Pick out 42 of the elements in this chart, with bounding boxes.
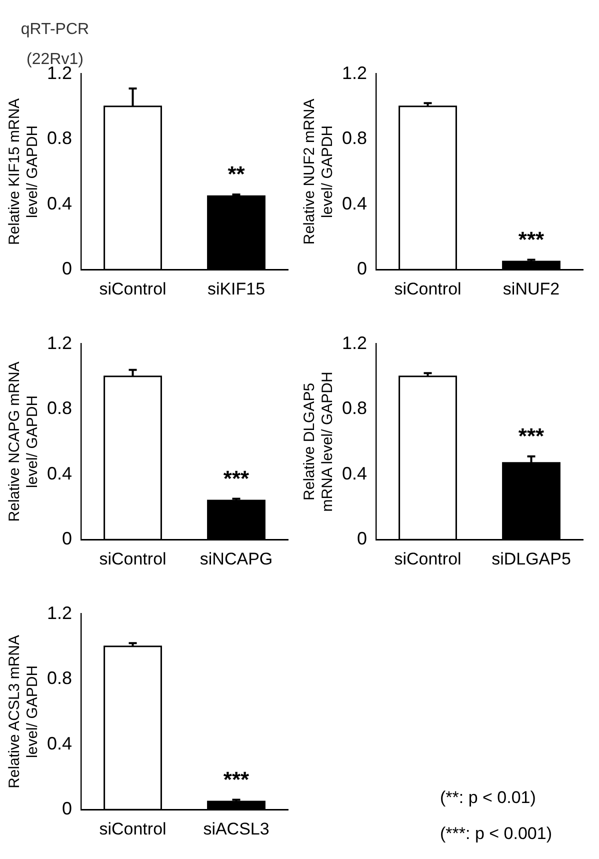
y-tick-label: 1.2 [46,602,72,623]
annotation: ** [228,162,246,187]
y-tick-label: 0.8 [46,128,72,148]
y-axis-title: Relative NUF2 mRNA level/ GAPDH [301,98,336,245]
text: (**: p < 0.01) [440,787,537,809]
y-axis-title: Relative DLGAP5 mRNA level/ GAPDH [301,372,336,512]
text: (***: p < 0.001) [440,823,552,845]
x-tick-label: siControl [394,549,462,568]
y-tick-label: 0 [62,798,72,819]
y-tick-label: 0 [357,528,368,549]
y-tick-label: 1.2 [342,62,368,83]
y-tick-label: 0.8 [46,668,72,688]
y-tick-label: 0.4 [342,463,368,484]
x-tick-label: siControl [99,549,166,568]
y-tick-label: 0.4 [46,193,72,214]
x-tick-label: siControl [99,279,166,298]
y-tick-label: 0.4 [46,463,72,484]
x-tick-label: siNCAPG [200,549,273,568]
y-tick-label: 0 [62,258,72,279]
annotation: *** [518,423,545,448]
y-tick-label: 0 [357,258,368,279]
y-tick-label: 1.2 [46,332,72,353]
annotation: *** [223,466,250,491]
x-tick-label: siControl [394,279,462,298]
x-tick-label: siNUF2 [502,279,560,298]
annotation: *** [518,226,545,252]
y-tick-label: 1.2 [342,332,368,353]
x-tick-label: siKIF15 [207,279,266,298]
y-tick-label: 0.4 [342,193,368,214]
y-tick-label: 1.2 [46,62,72,83]
x-tick-label: siACSL3 [203,819,270,838]
y-axis-title: Relative ACSL3 mRNA level/ GAPDH [6,634,42,788]
x-tick-label: siControl [99,819,166,838]
y-tick-label: 0 [62,528,72,549]
y-axis-title: Relative KIF15 mRNA level/ GAPDH [6,98,42,246]
y-axis-title: Relative NCAPG mRNA level/ GAPDH [6,362,42,522]
annotation: *** [223,766,250,792]
y-tick-label: 0.8 [342,128,368,148]
y-tick-label: 0.8 [46,398,72,418]
x-tick-label: siDLGAP5 [492,549,571,568]
y-tick-label: 0.4 [46,733,72,754]
y-tick-label: 0.8 [342,398,368,418]
